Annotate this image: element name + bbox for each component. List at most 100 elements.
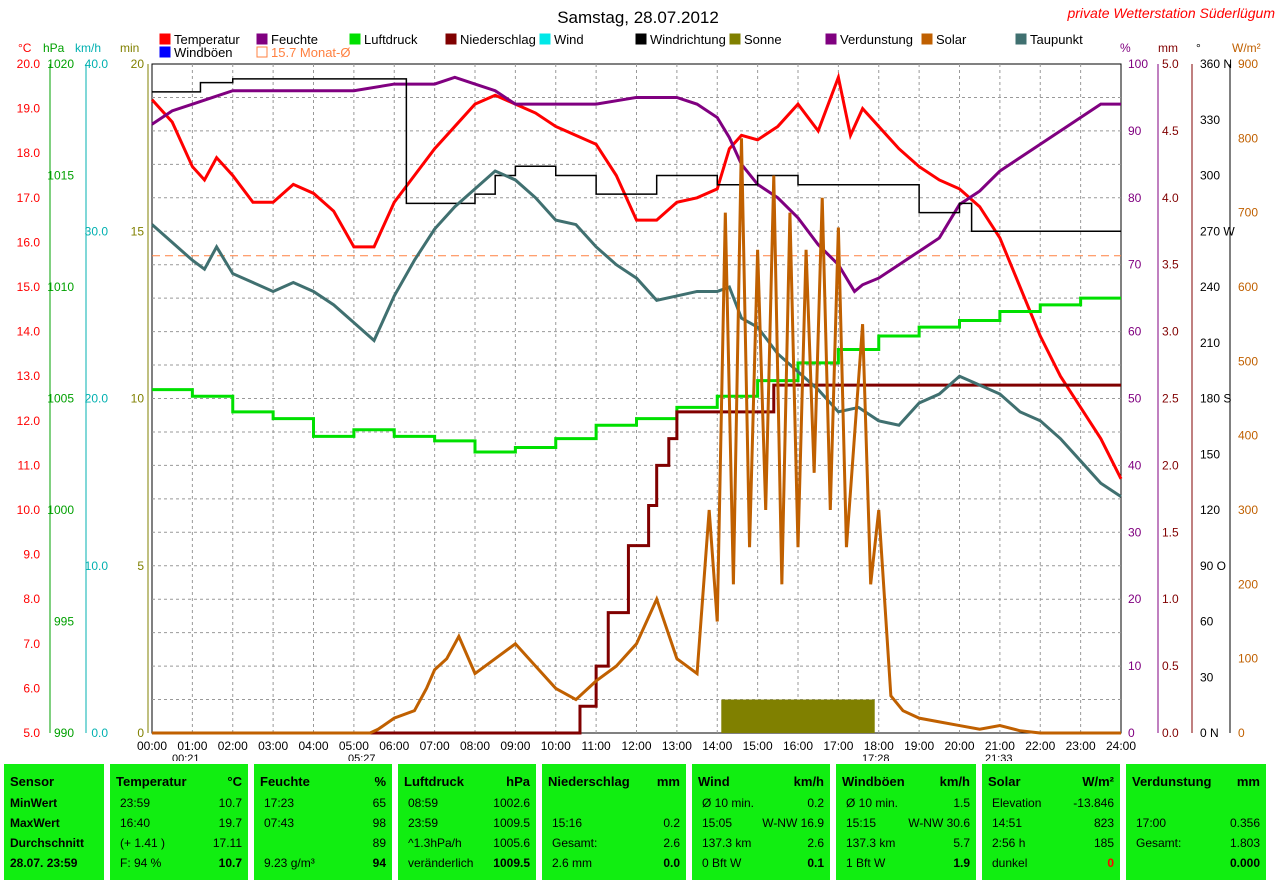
stats-sensor-header: Sensor: [10, 774, 55, 789]
x-tick-label: 20:00: [944, 739, 974, 753]
stats-solar-time: 14:51: [992, 816, 1023, 830]
x-tick-label: 19:00: [904, 739, 934, 753]
x-tick-label: 01:00: [177, 739, 207, 753]
rain-tick-label: 3.5: [1162, 258, 1179, 272]
direction-tick-label: 360 N: [1200, 57, 1232, 71]
stats-solar-unit: W/m²: [1082, 774, 1114, 789]
temp-tick-label: 11.0: [18, 458, 41, 472]
legend-swatch: [445, 33, 457, 45]
stats-evap-header: Verdunstung: [1132, 774, 1212, 789]
x-tick-label: 00:00: [137, 739, 167, 753]
stats-wind-value: 2.6: [807, 836, 824, 850]
stats-wind-value: 0.1: [807, 856, 824, 870]
x-tick-label: 07:00: [420, 739, 450, 753]
humidity-tick-label: 100: [1128, 57, 1148, 71]
chart-title: Samstag, 28.07.2012: [557, 8, 719, 27]
stats-press-time: 23:59: [408, 816, 439, 830]
stats-temp-value: 17.11: [212, 836, 242, 850]
x-tick-label: 04:00: [298, 739, 328, 753]
sun-tick-label: 5: [137, 559, 144, 573]
x-tick-label: 16:00: [783, 739, 813, 753]
stats-rain-time: 2.6 mm: [552, 856, 593, 870]
direction-tick-label: 60: [1200, 615, 1214, 629]
temp-tick-label: 14.0: [17, 325, 41, 339]
wind-tick-label: 20.0: [85, 392, 109, 406]
stats-temp-value: 10.7: [218, 796, 242, 810]
rain-tick-label: 3.0: [1162, 325, 1179, 339]
direction-tick-label: 240: [1200, 280, 1220, 294]
stats-rain-header: Niederschlag: [548, 774, 630, 789]
humidity-tick-label: 80: [1128, 191, 1142, 205]
stats-press-value: 1005.6: [493, 836, 530, 850]
direction-tick-label: 90 O: [1200, 559, 1226, 573]
temp-tick-label: 19.0: [17, 102, 41, 116]
temp-tick-label: 18.0: [17, 146, 41, 160]
legend-label: Niederschlag: [460, 32, 536, 47]
rain-tick-label: 2.5: [1162, 392, 1179, 406]
direction-tick-label: 180 S: [1200, 392, 1231, 406]
stats-solar-value: -13.846: [1073, 796, 1114, 810]
dir-unit-label: °: [1196, 41, 1201, 55]
temp-tick-label: 8.0: [23, 592, 40, 606]
stats-evap-time: Gesamt:: [1136, 836, 1182, 850]
legend-label: Luftdruck: [364, 32, 418, 47]
stats-temp-time: F: 94 %: [120, 856, 162, 870]
humidity-tick-label: 10: [1128, 659, 1142, 673]
temp-tick-label: 20.0: [17, 57, 41, 71]
legend-swatch: [539, 33, 551, 45]
stats-gust-time: Ø 10 min.: [846, 796, 899, 810]
rain-tick-label: 1.0: [1162, 592, 1179, 606]
rain-tick-label: 2.0: [1162, 458, 1179, 472]
wind-tick-label: 30.0: [85, 224, 109, 238]
gust-max-marker: 17:28: [862, 753, 890, 761]
legend-label: Sonne: [744, 32, 782, 47]
legend-swatch: [1015, 33, 1027, 45]
stats-gust-value: 5.7: [953, 836, 970, 850]
stats-wind-time: 0 Bft W: [702, 856, 742, 870]
pressure-tick-label: 1020: [47, 57, 74, 71]
chart-bars: [721, 699, 875, 733]
stats-temp-value: 19.7: [218, 816, 242, 830]
stats-gust-value: 1.9: [953, 856, 970, 870]
stats-wind-value: 0.2: [807, 796, 824, 810]
humidity-tick-label: 50: [1128, 392, 1142, 406]
direction-tick-label: 270 W: [1200, 224, 1235, 238]
stats-press-time: veränderlich: [408, 856, 474, 870]
x-tick-label: 22:00: [1025, 739, 1055, 753]
chart-grid: [151, 63, 1122, 734]
stats-evap-unit: mm: [1236, 774, 1260, 789]
stats-hum-value: 98: [372, 816, 386, 830]
x-tick-label: 12:00: [621, 739, 651, 753]
temp-tick-label: 12.0: [17, 414, 41, 428]
stats-evap-time: 17:00: [1136, 816, 1167, 830]
stats-gust-header: Windböen: [842, 774, 905, 789]
stats-hum-header: Feuchte: [260, 774, 310, 789]
rain-tick-label: 0.0: [1162, 726, 1179, 740]
legend-swatch: [256, 46, 268, 58]
x-tick-label: 24:00: [1106, 739, 1136, 753]
direction-tick-label: 150: [1200, 447, 1220, 461]
stats-hum-time: 07:43: [264, 816, 295, 830]
pressure-tick-label: 1010: [47, 280, 74, 294]
x-tick-label: 03:00: [258, 739, 288, 753]
stats-temp-time: 16:40: [120, 816, 151, 830]
temp-tick-label: 15.0: [17, 280, 41, 294]
temp-tick-label: 6.0: [23, 681, 40, 695]
stats-wind-header: Wind: [698, 774, 730, 789]
press-unit-label: hPa: [43, 41, 65, 55]
legend-swatch: [635, 33, 647, 45]
solar-tick-label: 300: [1238, 503, 1258, 517]
stats-row-label: Durchschnitt: [10, 836, 85, 850]
x-tick-label: 23:00: [1066, 739, 1096, 753]
stats-row-label: 28.07. 23:59: [10, 856, 78, 870]
stats-rain-time: 15:16: [552, 816, 583, 830]
axis-unit-labels: °C hPa km/h min % mm ° W/m²: [18, 41, 1261, 55]
stats-gust-time: 1 Bft W: [846, 856, 886, 870]
stats-hum-value: 94: [372, 856, 386, 870]
solar-tick-label: 400: [1238, 429, 1258, 443]
pressure-tick-label: 1015: [47, 169, 74, 183]
legend-label: Feuchte: [271, 32, 318, 47]
stats-solar-time: dunkel: [992, 856, 1028, 870]
stats-rain-value: 0.2: [663, 816, 680, 830]
solar-unit-label: W/m²: [1232, 41, 1261, 55]
